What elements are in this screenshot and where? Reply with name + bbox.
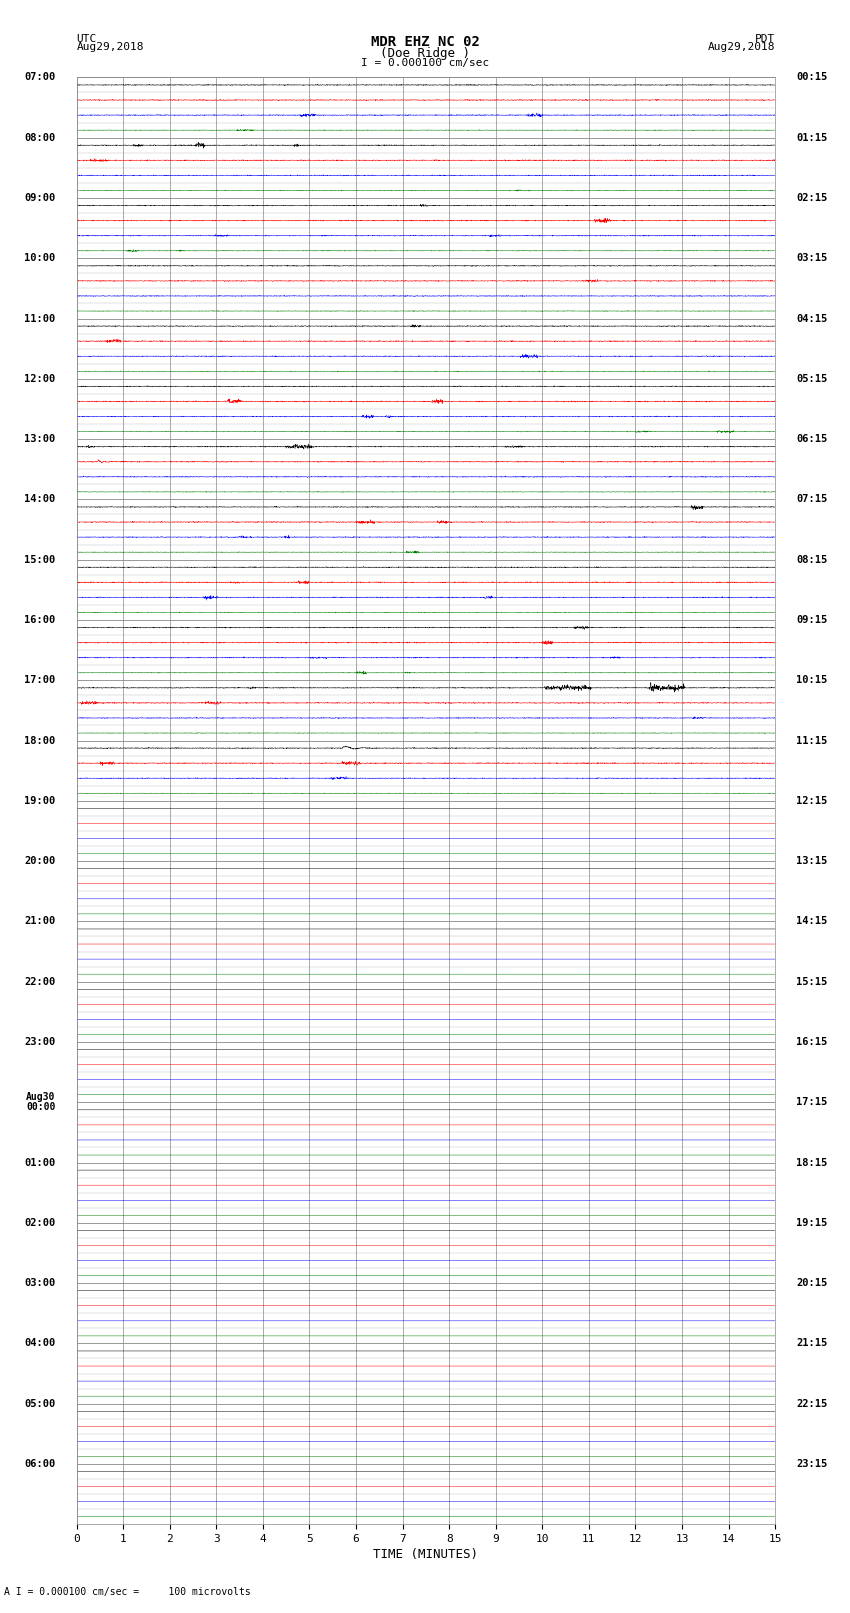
Text: 15:15: 15:15 xyxy=(796,977,827,987)
Text: 22:15: 22:15 xyxy=(796,1398,827,1408)
Text: Aug30: Aug30 xyxy=(26,1092,55,1102)
Text: MDR EHZ NC 02: MDR EHZ NC 02 xyxy=(371,35,479,50)
Text: 06:00: 06:00 xyxy=(25,1460,55,1469)
Text: UTC: UTC xyxy=(76,34,97,44)
Text: 12:00: 12:00 xyxy=(25,374,55,384)
Text: 02:00: 02:00 xyxy=(25,1218,55,1227)
Text: 08:15: 08:15 xyxy=(796,555,827,565)
Text: 13:15: 13:15 xyxy=(796,857,827,866)
Text: 10:00: 10:00 xyxy=(25,253,55,263)
Text: 20:00: 20:00 xyxy=(25,857,55,866)
Text: 23:00: 23:00 xyxy=(25,1037,55,1047)
Text: 08:00: 08:00 xyxy=(25,132,55,142)
Text: 07:00: 07:00 xyxy=(25,73,55,82)
Text: 21:15: 21:15 xyxy=(796,1339,827,1348)
Text: 18:15: 18:15 xyxy=(796,1158,827,1168)
Text: 19:00: 19:00 xyxy=(25,795,55,806)
Text: 19:15: 19:15 xyxy=(796,1218,827,1227)
Text: 01:15: 01:15 xyxy=(796,132,827,142)
Text: 04:15: 04:15 xyxy=(796,313,827,324)
Text: 06:15: 06:15 xyxy=(796,434,827,444)
Text: 11:15: 11:15 xyxy=(796,736,827,745)
Text: 14:00: 14:00 xyxy=(25,495,55,505)
Text: 07:15: 07:15 xyxy=(796,495,827,505)
Text: 00:00: 00:00 xyxy=(26,1102,55,1113)
X-axis label: TIME (MINUTES): TIME (MINUTES) xyxy=(373,1548,479,1561)
Text: 05:00: 05:00 xyxy=(25,1398,55,1408)
Text: 16:00: 16:00 xyxy=(25,615,55,624)
Text: A I = 0.000100 cm/sec =     100 microvolts: A I = 0.000100 cm/sec = 100 microvolts xyxy=(4,1587,251,1597)
Text: 01:00: 01:00 xyxy=(25,1158,55,1168)
Text: 13:00: 13:00 xyxy=(25,434,55,444)
Text: 09:00: 09:00 xyxy=(25,194,55,203)
Text: 23:15: 23:15 xyxy=(796,1460,827,1469)
Text: 11:00: 11:00 xyxy=(25,313,55,324)
Text: 02:15: 02:15 xyxy=(796,194,827,203)
Text: PDT: PDT xyxy=(755,34,775,44)
Text: 20:15: 20:15 xyxy=(796,1277,827,1289)
Text: 05:15: 05:15 xyxy=(796,374,827,384)
Text: 14:15: 14:15 xyxy=(796,916,827,926)
Text: 16:15: 16:15 xyxy=(796,1037,827,1047)
Text: 03:00: 03:00 xyxy=(25,1277,55,1289)
Text: 03:15: 03:15 xyxy=(796,253,827,263)
Text: 09:15: 09:15 xyxy=(796,615,827,624)
Text: 10:15: 10:15 xyxy=(796,676,827,686)
Text: 17:00: 17:00 xyxy=(25,676,55,686)
Text: (Doe Ridge ): (Doe Ridge ) xyxy=(380,47,470,60)
Text: 18:00: 18:00 xyxy=(25,736,55,745)
Text: 00:15: 00:15 xyxy=(796,73,827,82)
Text: I = 0.000100 cm/sec: I = 0.000100 cm/sec xyxy=(361,58,489,68)
Text: 17:15: 17:15 xyxy=(796,1097,827,1107)
Text: 22:00: 22:00 xyxy=(25,977,55,987)
Text: 15:00: 15:00 xyxy=(25,555,55,565)
Text: Aug29,2018: Aug29,2018 xyxy=(76,42,144,52)
Text: 12:15: 12:15 xyxy=(796,795,827,806)
Text: 04:00: 04:00 xyxy=(25,1339,55,1348)
Text: 21:00: 21:00 xyxy=(25,916,55,926)
Text: Aug29,2018: Aug29,2018 xyxy=(708,42,775,52)
